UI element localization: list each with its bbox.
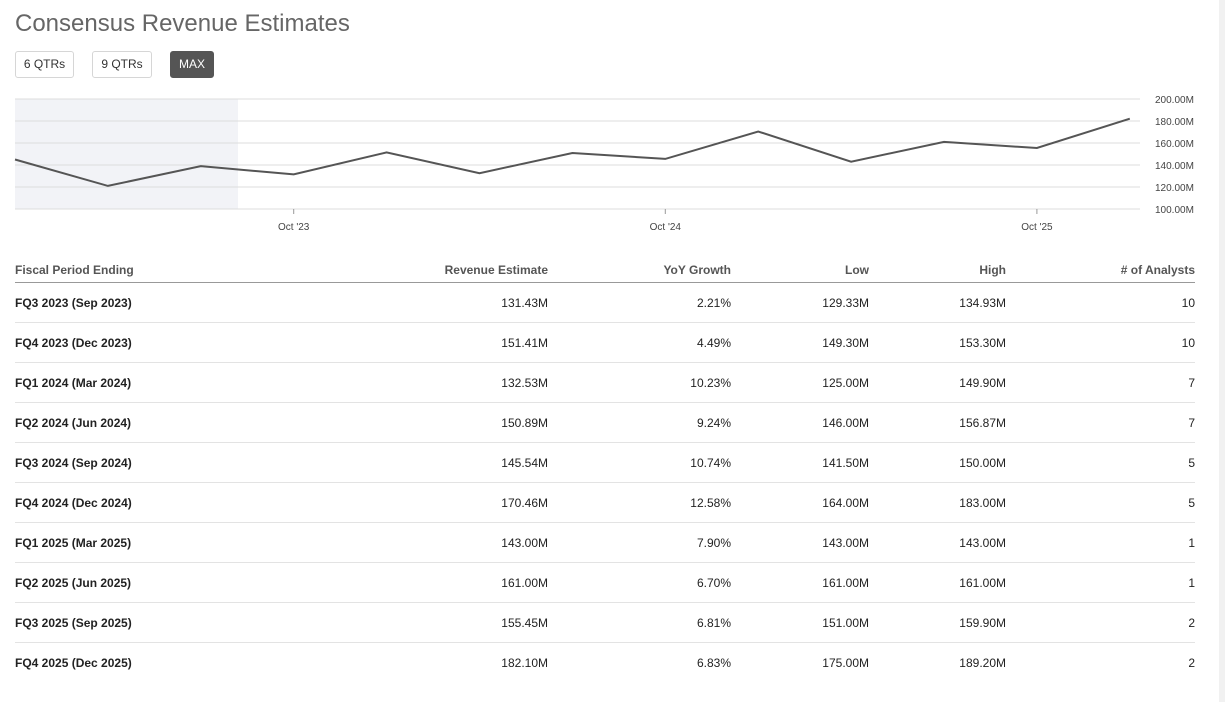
revenue-chart: 200.00M 180.00M 160.00M 140.00M 120.00M 100.0… bbox=[14, 95, 1194, 233]
y-tick-label: 200.00M bbox=[1155, 95, 1194, 106]
high-cell: 143.00M bbox=[869, 522, 1006, 563]
table-row: FQ1 2025 (Mar 2025) 143.00M 7.90% 143.00M 14… bbox=[15, 522, 1195, 563]
column-header-low: Low bbox=[731, 258, 869, 283]
yoy-growth-cell: 6.70% bbox=[548, 562, 731, 603]
table-header-row: Fiscal Period Ending Revenue Estimate Yo… bbox=[15, 258, 1195, 283]
table-row: FQ3 2025 (Sep 2025) 155.45M 6.81% 151.00M 15… bbox=[15, 602, 1195, 643]
y-tick-label: 180.00M bbox=[1155, 117, 1194, 128]
low-cell: 141.50M bbox=[731, 442, 869, 483]
yoy-growth-cell: 6.81% bbox=[548, 602, 731, 643]
y-tick-label: 120.00M bbox=[1155, 183, 1194, 194]
table-row: FQ3 2023 (Sep 2023) 131.43M 2.21% 129.33M 13… bbox=[15, 282, 1195, 323]
low-cell: 129.33M bbox=[731, 282, 869, 323]
y-tick-label: 140.00M bbox=[1155, 161, 1194, 172]
fiscal-period-cell: FQ1 2024 (Mar 2024) bbox=[15, 362, 315, 403]
high-cell: 159.90M bbox=[869, 602, 1006, 643]
y-tick-label: 160.00M bbox=[1155, 139, 1194, 150]
fiscal-period-cell: FQ3 2024 (Sep 2024) bbox=[15, 442, 315, 483]
analysts-count-cell: 1 bbox=[1006, 562, 1195, 603]
revenue-estimate-cell: 182.10M bbox=[501, 655, 548, 670]
analysts-count-cell: 10 bbox=[1006, 282, 1195, 323]
high-cell: 149.90M bbox=[869, 362, 1006, 403]
high-cell: 134.93M bbox=[869, 282, 1006, 323]
fiscal-period-cell: FQ4 2023 (Dec 2023) bbox=[15, 322, 315, 363]
x-tick-label: Oct '24 bbox=[650, 222, 682, 233]
high-cell: 161.00M bbox=[869, 562, 1006, 603]
table-row: FQ2 2024 (Jun 2024) 150.89M 9.24% 146.00M 15… bbox=[15, 402, 1195, 443]
fiscal-period-cell: FQ3 2025 (Sep 2025) bbox=[15, 602, 315, 643]
table-row: FQ1 2024 (Mar 2024) 132.53M 10.23% 125.00M 1… bbox=[15, 362, 1195, 403]
revenue-estimate-cell: 170.46M bbox=[315, 482, 548, 523]
historical-shaded-region bbox=[15, 99, 238, 209]
x-tick-label: Oct '23 bbox=[278, 222, 310, 233]
revenue-estimate-cell: 155.45M bbox=[315, 602, 548, 643]
y-tick-label: 100.00M bbox=[1155, 205, 1194, 216]
fiscal-period-cell: FQ1 2025 (Mar 2025) bbox=[15, 522, 315, 563]
low-cell: 151.00M bbox=[731, 602, 869, 643]
low-cell: 143.00M bbox=[731, 522, 869, 563]
low-cell: 164.00M bbox=[731, 482, 869, 523]
estimates-table: Fiscal Period Ending Revenue Estimate Yo… bbox=[15, 258, 1195, 682]
revenue-estimate-cell: 143.00M bbox=[315, 522, 548, 563]
table-row: FQ4 2024 (Dec 2024) 170.46M 12.58% 164.00M 1… bbox=[15, 482, 1195, 523]
high-cell: 189.20M bbox=[959, 655, 1006, 670]
analysts-count-cell: 5 bbox=[1006, 442, 1195, 483]
high-cell: 183.00M bbox=[869, 482, 1006, 523]
fiscal-period-cell: FQ4 2024 (Dec 2024) bbox=[15, 482, 315, 523]
scrollbar[interactable] bbox=[1219, 0, 1225, 702]
fiscal-period-cell: FQ3 2023 (Sep 2023) bbox=[15, 282, 315, 323]
column-header-revenue-estimate: Revenue Estimate bbox=[315, 258, 548, 283]
fiscal-period-cell: FQ4 2025 (Dec 2025) bbox=[15, 655, 132, 670]
high-cell: 153.30M bbox=[869, 322, 1006, 363]
table-row: FQ3 2024 (Sep 2024) 145.54M 10.74% 141.50M 1… bbox=[15, 442, 1195, 483]
analysts-count-cell: 7 bbox=[1006, 362, 1195, 403]
analysts-count-cell: 2 bbox=[1006, 602, 1195, 643]
analysts-count-cell: 2 bbox=[1188, 655, 1195, 670]
range-max-button[interactable]: MAX bbox=[170, 51, 214, 78]
high-cell: 150.00M bbox=[869, 442, 1006, 483]
low-cell: 175.00M bbox=[822, 655, 869, 670]
x-tick-label: Oct '25 bbox=[1021, 222, 1053, 233]
table-row: FQ2 2025 (Jun 2025) 161.00M 6.70% 161.00M 16… bbox=[15, 562, 1195, 603]
fiscal-period-cell: FQ2 2025 (Jun 2025) bbox=[15, 562, 315, 603]
column-header-analysts: # of Analysts bbox=[1006, 258, 1195, 283]
revenue-estimate-cell: 145.54M bbox=[315, 442, 548, 483]
analysts-count-cell: 7 bbox=[1006, 402, 1195, 443]
revenue-estimate-cell: 161.00M bbox=[315, 562, 548, 603]
yoy-growth-cell: 9.24% bbox=[548, 402, 731, 443]
analysts-count-cell: 5 bbox=[1006, 482, 1195, 523]
range-6-qtrs-button[interactable]: 6 QTRs bbox=[15, 51, 74, 78]
revenue-estimate-cell: 151.41M bbox=[315, 322, 548, 363]
low-cell: 149.30M bbox=[731, 322, 869, 363]
yoy-growth-cell: 12.58% bbox=[548, 482, 731, 523]
low-cell: 125.00M bbox=[731, 362, 869, 403]
high-cell: 156.87M bbox=[869, 402, 1006, 443]
yoy-growth-cell: 7.90% bbox=[548, 522, 731, 563]
yoy-growth-cell: 10.23% bbox=[548, 362, 731, 403]
revenue-estimate-cell: 150.89M bbox=[315, 402, 548, 443]
page-title: Consensus Revenue Estimates bbox=[15, 10, 350, 37]
range-9-qtrs-button[interactable]: 9 QTRs bbox=[92, 51, 152, 78]
analysts-count-cell: 10 bbox=[1006, 322, 1195, 363]
analysts-count-cell: 1 bbox=[1006, 522, 1195, 563]
yoy-growth-cell: 4.49% bbox=[548, 322, 731, 363]
revenue-estimate-cell: 131.43M bbox=[315, 282, 548, 323]
yoy-growth-cell: 10.74% bbox=[548, 442, 731, 483]
yoy-growth-cell: 2.21% bbox=[548, 282, 731, 323]
column-header-yoy-growth: YoY Growth bbox=[548, 258, 731, 283]
table-row: FQ4 2023 (Dec 2023) 151.41M 4.49% 149.30M 15… bbox=[15, 322, 1195, 363]
revenue-estimate-cell: 132.53M bbox=[315, 362, 548, 403]
low-cell: 146.00M bbox=[731, 402, 869, 443]
yoy-growth-cell: 6.83% bbox=[696, 655, 731, 670]
column-header-period: Fiscal Period Ending bbox=[15, 258, 315, 283]
column-header-high: High bbox=[869, 258, 1006, 283]
fiscal-period-cell: FQ2 2024 (Jun 2024) bbox=[15, 402, 315, 443]
table-row: FQ4 2025 (Dec 2025) 182.10M 6.83% 175.00M 18… bbox=[15, 643, 1195, 683]
low-cell: 161.00M bbox=[731, 562, 869, 603]
